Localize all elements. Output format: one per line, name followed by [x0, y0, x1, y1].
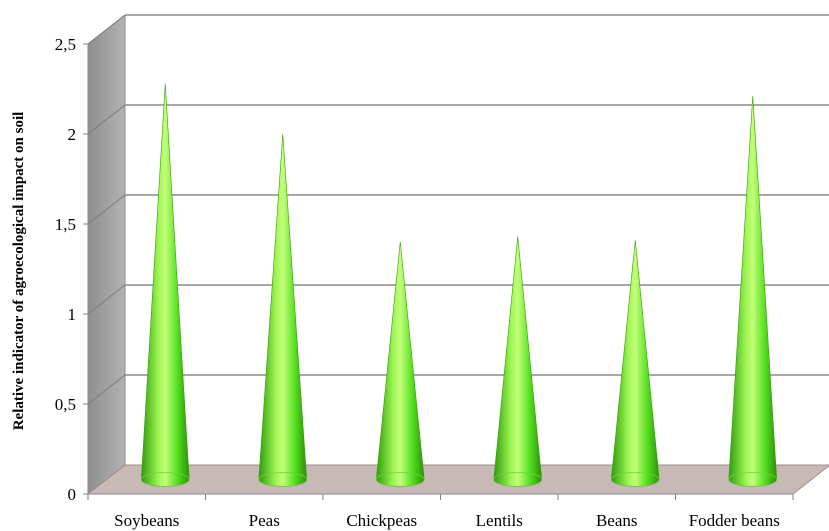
cone-body	[728, 96, 778, 487]
wall-gridline	[87, 104, 126, 135]
y-axis: 0 0,5 1 1,5 2 2,5	[55, 35, 89, 504]
y-tick-label: 0	[68, 485, 77, 504]
y-tick-label: 2	[68, 125, 77, 144]
y-tick-label: 0,5	[55, 395, 76, 414]
y-tick-label: 1	[68, 305, 77, 324]
wall-gridline	[87, 194, 126, 225]
wall-gridline	[87, 374, 126, 405]
cone-body	[375, 241, 425, 487]
cone-base	[493, 472, 543, 487]
cone-bar	[375, 241, 425, 487]
cone-base	[140, 472, 190, 487]
cone-body	[258, 133, 308, 487]
y-axis-title: Relative indicator of agroecological imp…	[11, 112, 27, 431]
cone-body	[610, 240, 660, 487]
y-tick-label: 2,5	[55, 35, 76, 54]
cone-bar	[728, 96, 778, 487]
floor	[86, 464, 829, 495]
cone-bar	[610, 240, 660, 487]
cone-base	[258, 472, 308, 487]
side-wall	[87, 13, 126, 496]
cone-base	[610, 472, 660, 487]
gridlines	[87, 14, 829, 405]
cone-bar	[140, 83, 190, 487]
x-axis: Soybeans Peas Chickpeas Lentils Beans Fodder …	[87, 493, 794, 530]
wall-gridline	[87, 284, 126, 315]
cone-base	[728, 472, 778, 487]
plot-walls	[86, 13, 829, 496]
y-tick-label: 1,5	[55, 215, 76, 234]
cone-base	[375, 472, 425, 487]
x-tick-label: Chickpeas	[346, 511, 417, 530]
x-tick-label: Beans	[596, 511, 638, 530]
wall-gridline	[87, 14, 126, 45]
x-tick-label: Fodder beans	[689, 511, 780, 530]
cone-bar	[493, 236, 543, 487]
x-tick-label: Lentils	[476, 511, 523, 530]
x-tick-label: Peas	[249, 511, 280, 530]
cone-body	[493, 236, 543, 487]
cone-bars	[140, 83, 778, 487]
cone-bar	[258, 133, 308, 487]
x-tick-label: Soybeans	[114, 511, 179, 530]
